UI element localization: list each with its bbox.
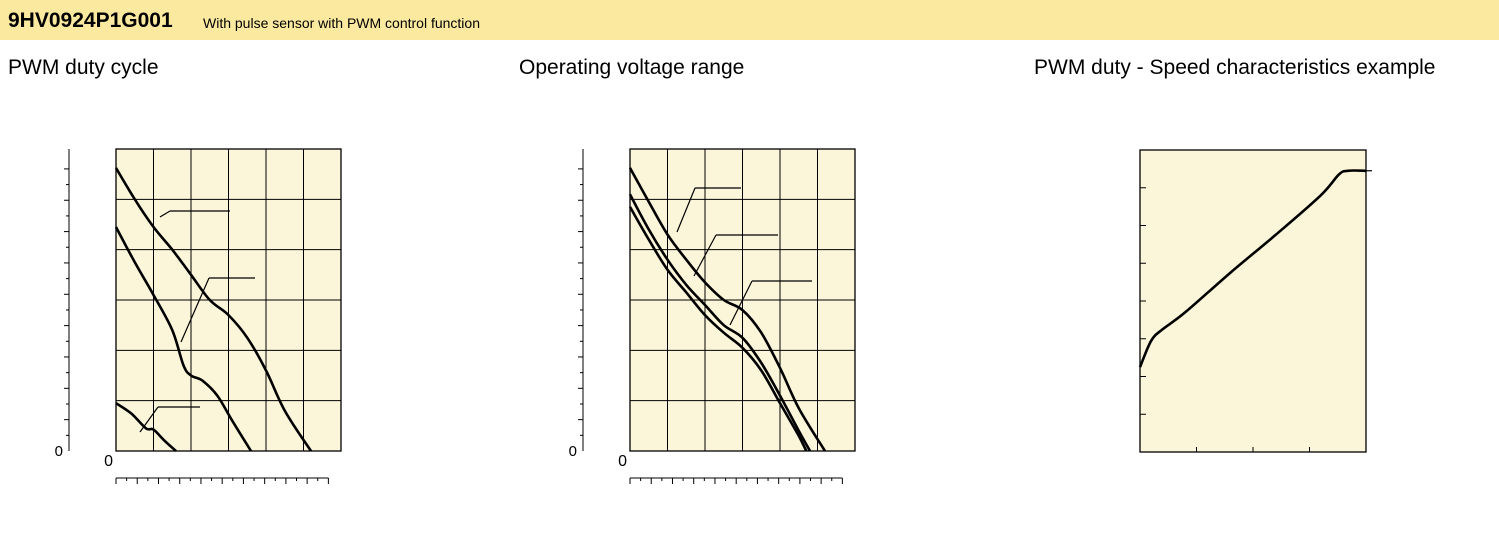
chart1-series-line-0 bbox=[114, 167, 313, 452]
chart2-y2-zero-label: 0 bbox=[569, 443, 577, 460]
chart2-y-zero-label: 0 bbox=[618, 453, 627, 470]
chart2-label-leader bbox=[676, 187, 696, 233]
chart1-label-leader bbox=[139, 406, 159, 433]
chart1-series-line-1 bbox=[114, 226, 253, 452]
chart1-y-zero-label: 0 bbox=[104, 453, 113, 470]
chart3-plot-area bbox=[1139, 149, 1367, 453]
chart2-label-leader bbox=[693, 234, 717, 277]
model-description: With pulse sensor with PWM control funct… bbox=[203, 15, 480, 31]
page-header: 9HV0924P1G001 With pulse sensor with PWM… bbox=[0, 0, 1499, 40]
chart1-title: PWM duty cycle bbox=[8, 56, 159, 79]
model-number: 9HV0924P1G001 bbox=[8, 9, 173, 32]
chart1-y2-zero-label: 0 bbox=[55, 443, 63, 460]
chart2-label-leader bbox=[729, 280, 753, 326]
chart3-series-line bbox=[1138, 169, 1367, 368]
chart2-series-line-1 bbox=[628, 167, 827, 452]
chart2-title: Operating voltage range bbox=[519, 56, 745, 79]
chart2-series-line-2 bbox=[628, 206, 808, 452]
chart2-series-line-0 bbox=[628, 193, 812, 452]
chart1-series-line-2 bbox=[115, 402, 177, 452]
chart1-label-leader bbox=[180, 277, 210, 343]
chart1-label-leader bbox=[159, 210, 171, 218]
chart3-title: PWM duty - Speed characteristics example bbox=[1034, 56, 1436, 79]
